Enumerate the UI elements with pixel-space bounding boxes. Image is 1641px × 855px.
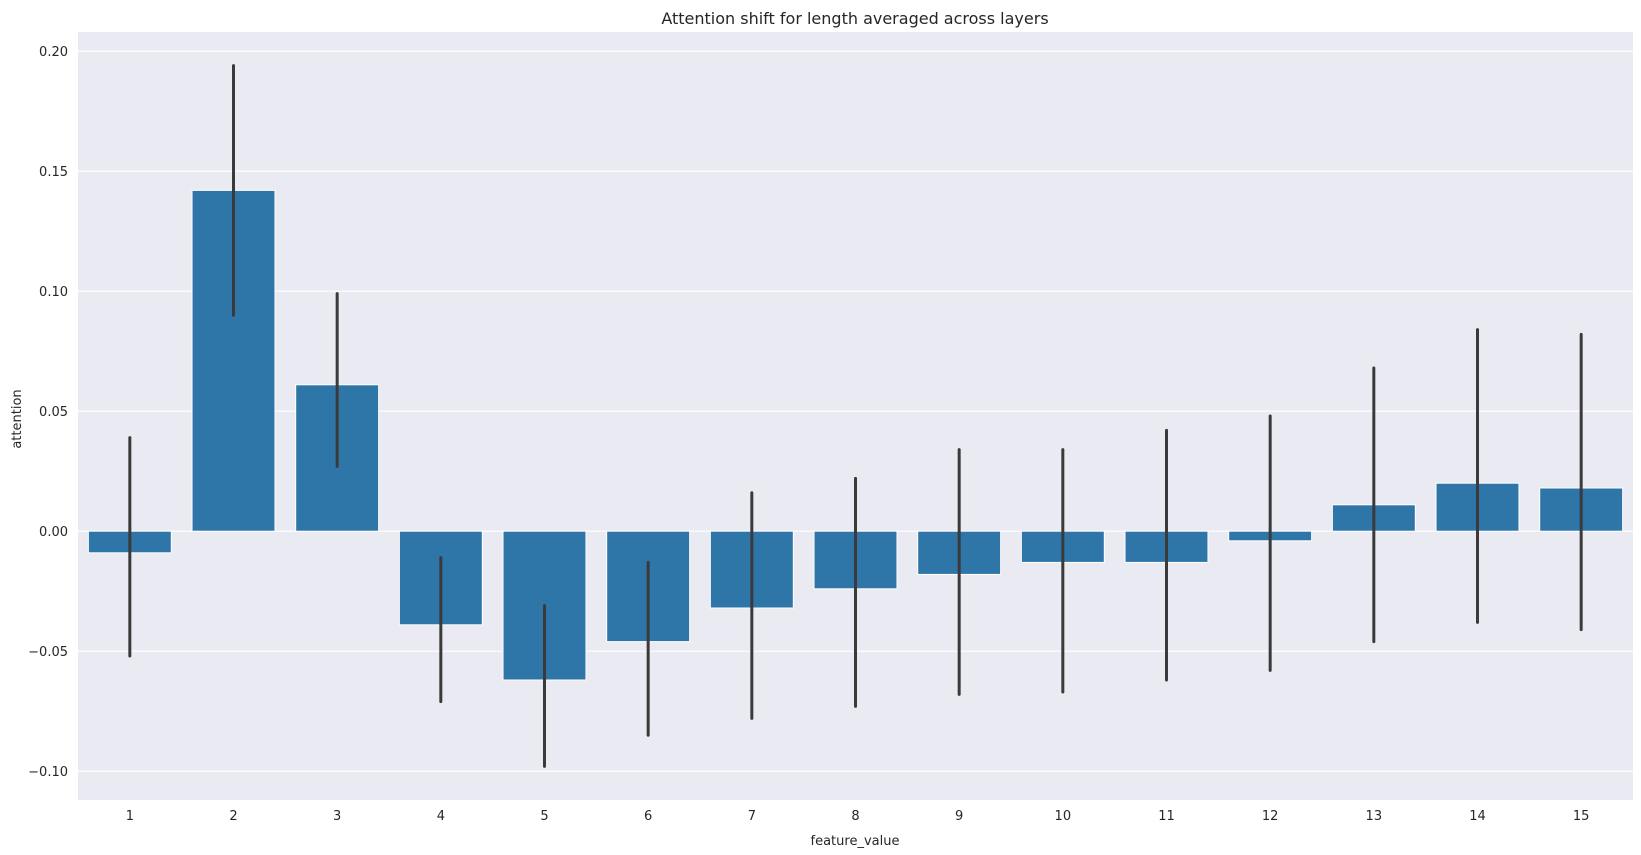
x-tick-label: 12 <box>1262 809 1279 824</box>
x-tick-label: 14 <box>1469 809 1486 824</box>
y-tick-label: −0.05 <box>28 645 68 660</box>
chart-title: Attention shift for length averaged acro… <box>661 9 1048 28</box>
x-tick-label: 2 <box>229 809 237 824</box>
x-tick-label: 11 <box>1158 809 1175 824</box>
x-tick-label: 7 <box>748 809 756 824</box>
y-tick-label: 0.00 <box>39 525 68 540</box>
y-tick-label: 0.15 <box>39 165 68 180</box>
y-axis-ticks: −0.10 −0.05 0.00 0.05 0.10 0.15 0.20 <box>28 45 68 780</box>
x-tick-label: 9 <box>955 809 963 824</box>
x-tick-label: 8 <box>851 809 859 824</box>
y-tick-label: 0.05 <box>39 405 68 420</box>
x-tick-label: 3 <box>333 809 341 824</box>
y-tick-label: 0.20 <box>39 45 68 60</box>
x-tick-label: 5 <box>540 809 548 824</box>
bars <box>87 189 1624 681</box>
x-tick-label: 4 <box>437 809 445 824</box>
x-axis-ticks: 1 2 3 4 5 6 7 8 9 10 11 12 13 14 15 <box>126 809 1590 824</box>
x-tick-label: 6 <box>644 809 652 824</box>
x-axis-label: feature_value <box>811 834 900 849</box>
y-axis-label: attention <box>10 389 25 448</box>
y-tick-label: −0.10 <box>28 765 68 780</box>
x-tick-label: 15 <box>1573 809 1590 824</box>
x-tick-label: 13 <box>1366 809 1383 824</box>
x-tick-label: 1 <box>126 809 134 824</box>
y-tick-label: 0.10 <box>39 285 68 300</box>
error-bars <box>128 64 1583 768</box>
x-tick-label: 10 <box>1055 809 1072 824</box>
